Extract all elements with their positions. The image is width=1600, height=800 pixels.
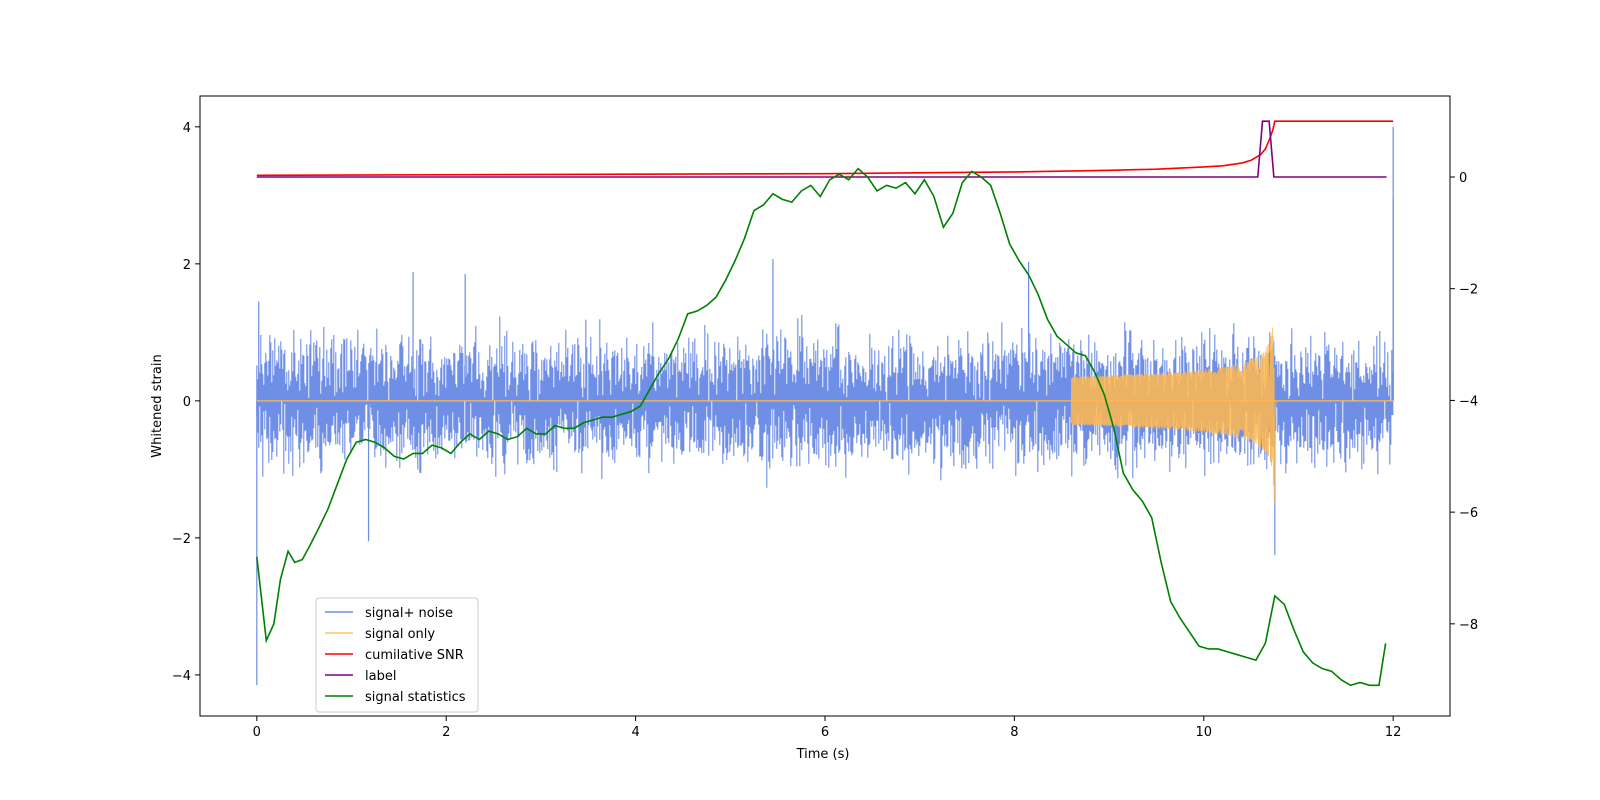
legend-label: signal statistics [365, 690, 466, 705]
x-tick-label: 12 [1385, 725, 1402, 740]
y-axis-label: Whitened strain [150, 354, 165, 457]
y-tick-label: 2 [183, 258, 191, 273]
y2-tick-label: −8 [1459, 618, 1478, 633]
x-tick-label: 8 [1010, 725, 1018, 740]
x-axis: 0 2 4 6 8 10 12 [253, 716, 1402, 740]
y-tick-label: −4 [172, 669, 191, 684]
legend-label: label [365, 669, 396, 684]
x-tick-label: 10 [1196, 725, 1213, 740]
y2-tick-label: 0 [1459, 171, 1467, 186]
y-tick-label: 4 [183, 121, 191, 136]
series-signal-statistics [256, 167, 1387, 687]
legend-box [315, 597, 479, 713]
y2-tick-label: −4 [1459, 394, 1478, 409]
x-tick-label: 4 [631, 725, 639, 740]
x-tick-label: 6 [821, 725, 829, 740]
series-lines [256, 120, 1394, 687]
legend-label: signal only [365, 627, 435, 642]
y2-tick-label: −6 [1459, 506, 1478, 521]
y-axis-right: −8 −6 −4 −2 0 [1450, 171, 1478, 633]
legend-label: cumilative SNR [365, 648, 464, 663]
x-tick-label: 2 [442, 725, 450, 740]
y2-tick-label: −2 [1459, 283, 1478, 298]
plot-area [256, 120, 1394, 687]
series-label [256, 120, 1387, 178]
y-axis-left: −4 −2 0 2 4 [172, 121, 200, 684]
legend-label: signal+ noise [365, 606, 453, 621]
x-tick-label: 0 [253, 725, 261, 740]
legend: signal+ noise signal only cumilative SNR la… [315, 597, 479, 713]
series-cumilative-snr [256, 120, 1394, 177]
y-tick-label: −2 [172, 532, 191, 547]
x-axis-label: Time (s) [796, 747, 850, 762]
y-tick-label: 0 [183, 395, 191, 410]
series-signal-only-chirp [1070, 327, 1278, 503]
chirp-layer [256, 327, 1394, 503]
